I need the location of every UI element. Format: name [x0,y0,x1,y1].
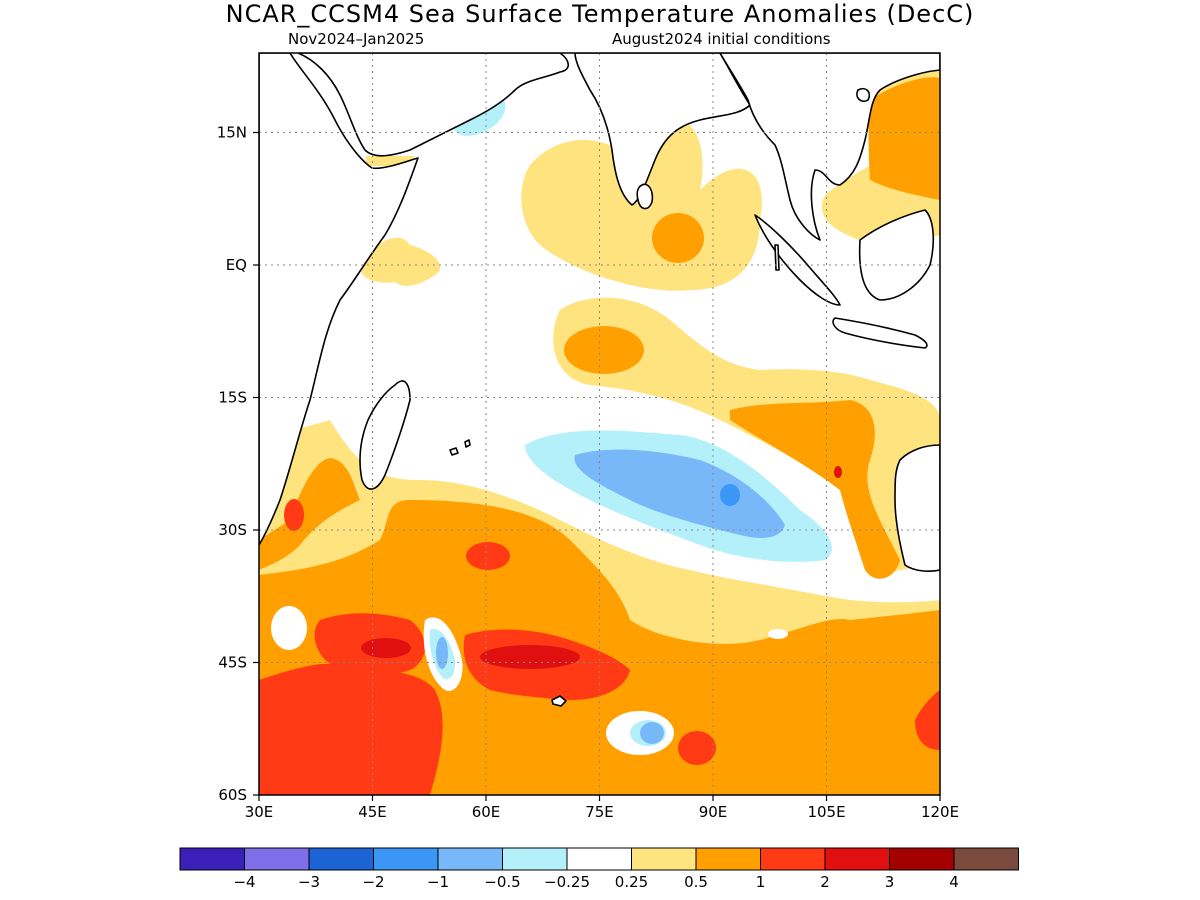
colorbar-swatch [760,847,826,871]
anomaly-region-cold-south-2-core [640,722,664,744]
anomaly-region-central-band [553,297,940,572]
anomaly-region-south-cold-core [436,637,448,669]
land-small-island [464,439,471,448]
map-subtitle-period: Nov2024–Jan2025 [288,30,425,48]
anomaly-region-blue [574,449,785,538]
colorbar-swatch [308,847,374,871]
anomaly-region-red-spot [466,542,510,570]
colorbar-label: −1 [427,873,449,891]
colorbar-swatch [824,847,890,871]
x-tick-label: 90E [699,803,728,821]
colorbar-label: −3 [298,873,320,891]
anomaly-region-orange-east [730,400,900,579]
x-tick-label: 45E [358,803,387,821]
anomaly-region-red-sw [259,663,443,795]
land-andaman [774,244,780,271]
map-subtitle-initial-conditions: August2024 initial conditions [612,30,831,48]
x-tick-label: 60E [472,803,501,821]
anomaly-region-red-se [915,690,940,750]
anomaly-region-orange-sw [259,458,360,570]
x-tick-label: 75E [585,803,614,821]
land-borneo [858,209,935,301]
colorbar-swatch [502,847,568,871]
colorbar-label: 4 [949,873,959,891]
colorbar-swatch [953,847,1019,871]
colorbar-label: 1 [756,873,766,891]
x-tick-label: 120E [921,803,959,821]
land-africa [259,53,419,546]
anomaly-region-west-equator [359,237,441,286]
colorbar-swatch [889,847,955,871]
y-tick-label: 15N [217,124,247,142]
anomaly-region-white-south-small [768,629,788,639]
colorbar-swatch [566,847,632,871]
map-title: NCAR_CCSM4 Sea Surface Temperature Anoma… [225,0,975,28]
colorbar-swatch [179,847,245,871]
colorbar-swatch [437,847,503,871]
gridlines [259,53,940,795]
land-sumatra [754,214,841,306]
land-kerguelen [551,695,567,707]
y-tick-label: 60S [218,786,247,804]
colorbar-label: 0.25 [615,873,648,891]
anomaly-region-red-spot-2 [678,731,716,765]
x-tick-label: 30E [245,803,274,821]
x-tick-label: 105E [807,803,845,821]
y-tick-label: 45S [218,654,247,672]
colorbar-swatch [373,847,439,871]
colorbar-label: −0.5 [484,873,520,891]
anomaly-region-orange-northeast [868,77,940,200]
colorbar-label: 3 [885,873,895,891]
colorbar-swatch [695,847,761,871]
anomaly-region-darkred-east [834,466,842,478]
land-sri-lanka [636,183,654,210]
anomaly-region-orange-equator [652,213,704,263]
land-arabia [297,53,570,157]
y-tick-label: EQ [226,256,247,274]
colorbar-label: −2 [362,873,384,891]
anomaly-region-gulf-strip [366,156,414,166]
anomaly-field [259,53,940,795]
land-australia [894,444,940,572]
anomaly-region-blue-core [720,484,740,506]
colorbar: −4 −3 −2 −1 −0.5 −0.25 0.25 0.5 1 2 3 4 [179,847,1019,891]
colorbar-swatch [631,847,697,871]
x-axis: 30E 45E 60E 75E 90E 105E 120E [245,795,959,821]
y-axis: 15N EQ 15S 30S 45S 60S [217,124,259,804]
coastlines [259,53,940,707]
anomaly-region-darkred-west [361,638,411,658]
anomaly-region-orange-central [564,326,644,374]
anomaly-region-white-sw [271,606,307,650]
land-mascarene [449,447,459,456]
y-tick-label: 30S [218,521,247,539]
anomaly-region-red-small-west [284,499,304,531]
colorbar-label: −4 [233,873,255,891]
land-java [832,317,928,349]
land-hainan [856,87,871,103]
anomaly-region-arabian-cold [454,100,506,136]
land-southeast-asia [719,53,940,241]
colorbar-label: −0.25 [544,873,590,891]
y-tick-label: 15S [218,389,247,407]
colorbar-label: 2 [820,873,830,891]
colorbar-swatch [244,847,310,871]
anomaly-region-darkred-central [480,645,580,669]
colorbar-label: 0.5 [684,873,708,891]
